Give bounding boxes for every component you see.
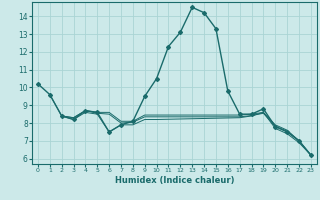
X-axis label: Humidex (Indice chaleur): Humidex (Indice chaleur) <box>115 176 234 185</box>
